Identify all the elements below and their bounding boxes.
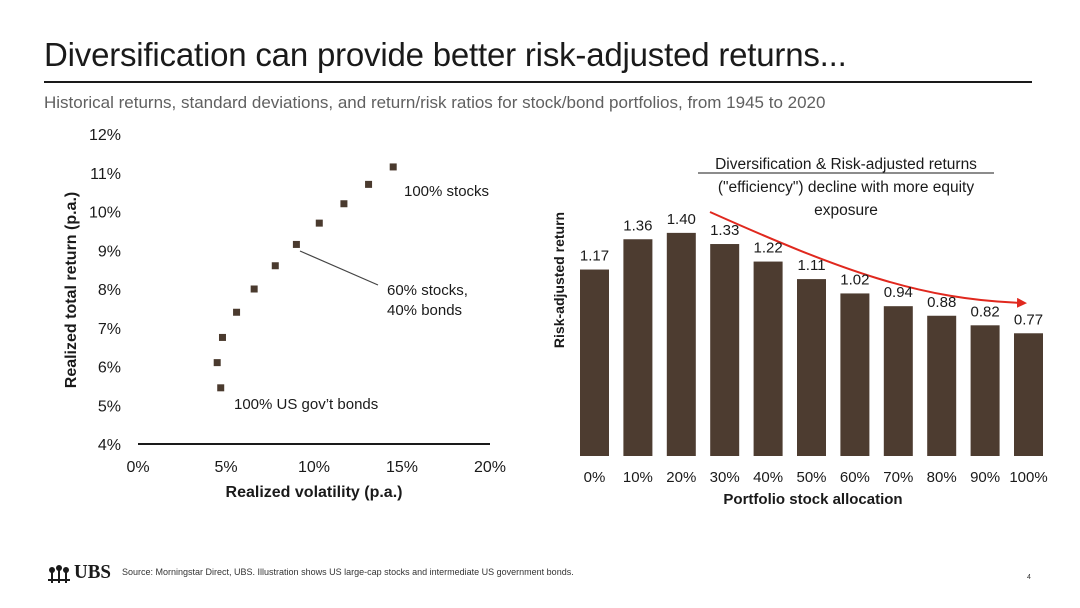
bar-category-label: 40% — [753, 469, 783, 486]
scatter-x-tick-label: 0% — [126, 459, 149, 476]
scatter-y-tick-label: 11% — [90, 166, 121, 183]
scatter-y-tick-label: 6% — [98, 360, 121, 377]
scatter-point — [271, 262, 279, 270]
bar-category-label: 90% — [970, 469, 1000, 486]
trend-arrow — [709, 211, 1027, 308]
annotation-60-40-line2: 40% bonds — [387, 302, 462, 319]
scatter-x-tick-label: 15% — [386, 459, 418, 476]
bar — [840, 293, 870, 456]
scatter-y-tick-label: 5% — [98, 398, 121, 415]
bar-chart: Diversification & Risk-adjusted returns … — [551, 156, 1048, 508]
bar — [580, 269, 609, 456]
bar-value-label: 1.17 — [580, 248, 609, 265]
bars-group — [580, 232, 1043, 456]
title-divider — [44, 81, 1032, 83]
scatter-point — [292, 240, 300, 248]
scatter-y-tick-label: 10% — [89, 205, 121, 222]
bar-y-axis-label: Risk-adjusted return — [551, 212, 567, 348]
scatter-point — [250, 285, 258, 293]
bar — [666, 232, 696, 456]
annotation-leader-line — [299, 250, 379, 286]
scatter-point — [233, 308, 241, 316]
bar-value-label: 1.11 — [797, 257, 825, 274]
scatter-x-tick-label: 5% — [214, 459, 237, 476]
bar-value-label: 1.40 — [667, 211, 696, 228]
bar-category-label: 70% — [883, 469, 913, 486]
bar-annotation-heading: Diversification & Risk-adjusted returns — [715, 156, 977, 173]
page-number: 4 — [1027, 574, 1031, 581]
ubs-logo — [48, 565, 70, 583]
scatter-points — [213, 163, 397, 392]
scatter-point — [218, 333, 226, 341]
bar-category-label: 80% — [927, 469, 957, 486]
ubs-logo-text: UBS — [73, 561, 111, 583]
bar-value-label: 0.82 — [970, 303, 999, 320]
bar-annotation-line2: ("efficiency") decline with more equity — [718, 179, 974, 196]
scatter-point — [365, 180, 373, 188]
scatter-y-tick-label: 12% — [89, 127, 121, 144]
keys-icon — [48, 565, 70, 583]
scatter-point — [315, 219, 323, 227]
bar-category-label: 100% — [1009, 469, 1047, 486]
scatter-y-tick-label: 7% — [98, 321, 121, 338]
bar — [753, 261, 783, 456]
scatter-chart: 4% 5% 6% 7% 8% 9% 10% 11% 12% 0% 5% 10% 15% 20% 100%… — [63, 127, 506, 501]
annotation-100-bonds: 100% US gov’t bonds — [234, 396, 378, 413]
bar-value-labels: 1.17 1.36 1.40 1.33 1.22 1.11 1.02 0.94 0.88 0.82… — [580, 211, 1043, 328]
scatter-y-tick-label: 9% — [98, 243, 121, 260]
bar-category-label: 20% — [666, 469, 696, 486]
bar — [797, 279, 826, 456]
bar-category-label: 0% — [584, 469, 606, 486]
bar-value-label: 1.33 — [710, 222, 739, 239]
bar-category-label: 10% — [623, 469, 653, 486]
scatter-x-ticks: 0% 5% 10% 15% 20% — [126, 459, 506, 476]
scatter-point — [389, 163, 397, 171]
bar — [1014, 333, 1043, 456]
slide-title: Diversification can provide better risk-… — [44, 36, 847, 73]
bar-value-label: 1.22 — [753, 240, 782, 257]
bar-category-label: 30% — [710, 469, 740, 486]
bar-value-label: 0.77 — [1014, 311, 1043, 328]
bar-annotation-line3: exposure — [814, 202, 878, 219]
scatter-x-axis-label: Realized volatility (p.a.) — [226, 484, 403, 501]
annotation-60-40-line1: 60% stocks, — [387, 282, 468, 299]
bar — [883, 306, 913, 456]
scatter-point — [213, 359, 221, 367]
bar-value-label: 0.88 — [927, 294, 956, 311]
bar-value-label: 0.94 — [884, 284, 913, 301]
bar — [710, 244, 740, 456]
scatter-y-tick-label: 8% — [98, 282, 121, 299]
source-note: Source: Morningstar Direct, UBS. Illustr… — [122, 567, 574, 577]
bar — [927, 315, 957, 456]
scatter-y-tick-label: 4% — [98, 437, 121, 454]
scatter-x-tick-label: 20% — [474, 459, 506, 476]
bar-category-labels: 0% 10% 20% 30% 40% 50% 60% 70% 80% 90% 100% — [584, 469, 1048, 486]
slide-subtitle: Historical returns, standard deviations,… — [44, 93, 826, 112]
scatter-y-ticks: 4% 5% 6% 7% 8% 9% 10% 11% 12% — [89, 127, 121, 454]
bar-value-label: 1.36 — [623, 217, 652, 234]
bar-value-label: 1.02 — [840, 271, 869, 288]
scatter-point — [340, 200, 348, 208]
bar-category-label: 50% — [796, 469, 826, 486]
scatter-y-axis-label: Realized total return (p.a.) — [63, 192, 80, 388]
bar — [970, 325, 1000, 456]
bar-x-axis-label: Portfolio stock allocation — [723, 491, 902, 508]
bar-category-label: 60% — [840, 469, 870, 486]
scatter-point — [217, 384, 225, 392]
scatter-x-tick-label: 10% — [298, 459, 330, 476]
annotation-100-stocks: 100% stocks — [404, 183, 489, 200]
bar — [623, 239, 653, 456]
